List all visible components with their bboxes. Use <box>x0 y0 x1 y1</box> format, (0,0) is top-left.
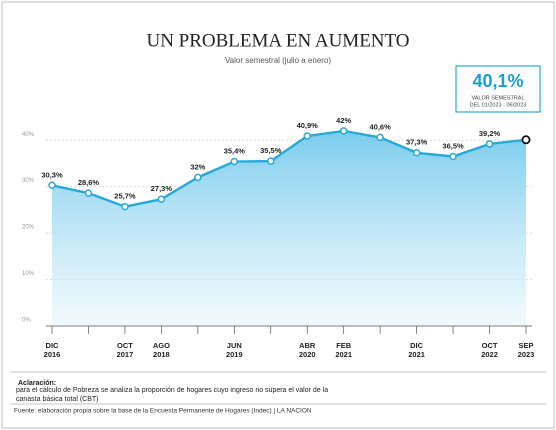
value-label: 39,2% <box>479 129 501 138</box>
value-label: 35,5% <box>260 146 282 155</box>
point <box>157 195 166 203</box>
point <box>449 152 457 161</box>
x-tick-label: FEB <box>336 341 352 350</box>
x-tick-year: 2021 <box>408 350 425 359</box>
point <box>376 133 384 142</box>
point <box>267 157 275 165</box>
point <box>303 132 311 140</box>
point <box>194 173 202 182</box>
note-wrap: para el cálculo de Pobreza se analiza la… <box>16 387 329 403</box>
x-tick-year: 2021 <box>335 350 352 359</box>
note-label: Aclaración: <box>18 380 56 387</box>
x-tick-year: 2023 <box>518 350 535 359</box>
point <box>412 149 421 157</box>
area <box>52 130 526 326</box>
x-tick-year: 2018 <box>153 350 170 359</box>
point <box>48 181 56 190</box>
value-label: 37,3% <box>406 138 428 147</box>
value-label: 36,5% <box>442 141 464 150</box>
point <box>121 202 129 211</box>
x-tick-label: SEP <box>518 341 533 350</box>
x-tick-label: DIC <box>46 341 60 350</box>
x-tick-year: 2016 <box>44 350 61 359</box>
plot: 0%10%20%30%40%30,3%DIC201628,6%25,7%OCT2… <box>22 116 534 359</box>
y-tick-label: 20% <box>22 225 35 231</box>
x-tick-label: ABR <box>299 341 316 350</box>
value-label: 28,6% <box>78 178 100 187</box>
callout-caption: DEL 01/2023 - 06/2023 <box>470 102 527 108</box>
value-label: 30,3% <box>41 170 63 179</box>
x-tick-label: OCT <box>117 341 133 350</box>
x-tick-year: 2017 <box>117 350 134 359</box>
value-label: 32% <box>190 162 205 171</box>
source: Fuente: elaboración propia sobre la base… <box>14 408 312 415</box>
line <box>51 129 527 208</box>
note: Aclaración: <box>18 380 56 387</box>
callout-caption: VALOR SEMESTRAL <box>471 95 524 101</box>
x-tick-year: 2019 <box>226 350 243 359</box>
x-tick-label: OCT <box>482 341 498 350</box>
y-tick-label: 0% <box>22 318 31 324</box>
x-tick-year: 2020 <box>299 350 316 359</box>
y-tick-label: 10% <box>22 271 35 277</box>
chart-subtitle: Valor semestral (julio a enero) <box>225 56 331 65</box>
value-label: 27,3% <box>151 184 173 193</box>
value-label: 40,6% <box>370 122 392 131</box>
point <box>521 135 531 145</box>
value-label: 42% <box>336 116 351 125</box>
x-tick-label: DIC <box>410 341 424 350</box>
y-tick-label: 40% <box>22 132 35 138</box>
x-tick-label: JUN <box>227 341 242 350</box>
y-tick-label: 30% <box>22 178 35 184</box>
note-text: para el cálculo de Pobreza se analiza la… <box>16 387 329 403</box>
point <box>84 189 93 197</box>
chart-title: UN PROBLEMA EN AUMENTO <box>146 30 409 51</box>
point <box>339 127 348 135</box>
value-label: 35,4% <box>224 147 246 156</box>
callout-box <box>455 65 541 113</box>
point <box>230 157 239 166</box>
x-tick-label: AGO <box>153 341 170 350</box>
value-label: 40,9% <box>297 121 319 130</box>
callout-value: 40,1% <box>472 71 523 91</box>
x-tick-year: 2022 <box>481 350 498 359</box>
value-label: 25,7% <box>114 192 136 201</box>
point <box>485 140 494 148</box>
